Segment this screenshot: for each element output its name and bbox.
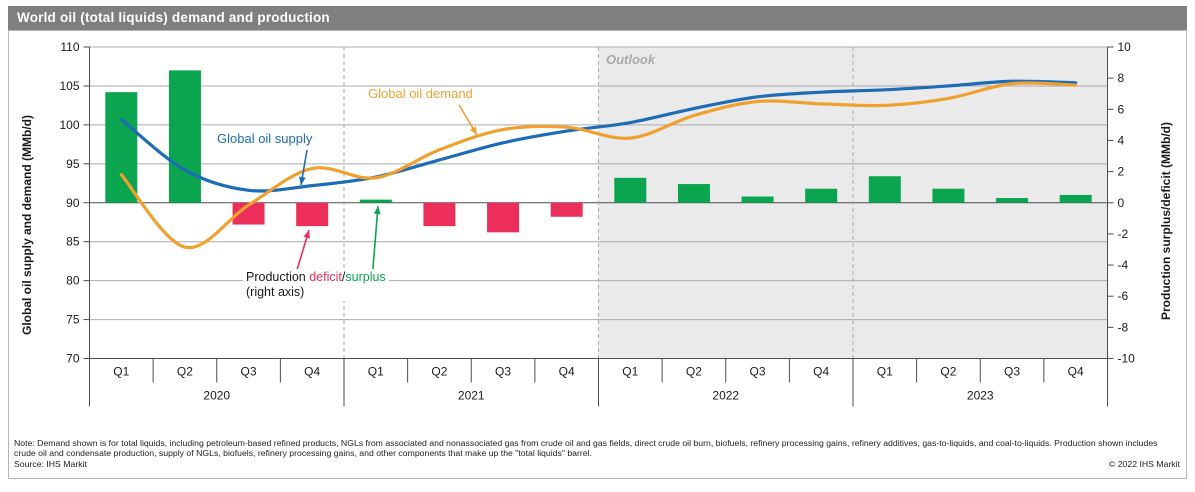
right-tick-label: -4 (1118, 258, 1129, 272)
quarter-label: Q2 (431, 365, 447, 379)
quarter-label: Q3 (1004, 365, 1020, 379)
deficit-word: deficit (309, 270, 342, 284)
surplus-bar (168, 70, 201, 203)
left-tick-label: 110 (60, 40, 79, 54)
year-label: 2020 (203, 389, 230, 403)
surplus-arrow-head (373, 206, 381, 215)
chart-title-bar: World oil (total liquids) demand and pro… (8, 6, 1187, 30)
source-line: Source: IHS Markit (14, 459, 87, 469)
supply-line-label: Global oil supply (217, 131, 313, 146)
right-tick-label: 8 (1118, 71, 1125, 85)
surplus-deficit-legend-line1: Production deficit/surplus (246, 270, 386, 285)
deficit-bar (423, 202, 456, 227)
right-tick-label: 6 (1118, 102, 1125, 116)
right-tick-label: 4 (1118, 133, 1125, 147)
year-label: 2021 (458, 389, 485, 403)
quarter-label: Q2 (940, 365, 956, 379)
demand-line (119, 81, 1078, 250)
quarter-label: Q3 (750, 365, 766, 379)
left-tick-label: 100 (59, 118, 79, 132)
left-tick-label: 105 (59, 79, 79, 93)
quarter-label: Q4 (559, 365, 575, 379)
deficit-bar (296, 202, 329, 227)
left-tick-label: 80 (66, 274, 80, 288)
chart-title: World oil (total liquids) demand and pro… (17, 10, 330, 25)
demand-line-label: Global oil demand (368, 86, 473, 101)
left-tick-label: 90 (66, 196, 80, 210)
right-tick-label: -8 (1118, 320, 1129, 334)
left-tick-label: 85 (66, 235, 80, 249)
surplus-bar (741, 196, 774, 203)
left-tick-label: 70 (66, 352, 80, 366)
surplus-bar (359, 199, 392, 203)
right-tick-label: 0 (1118, 196, 1125, 210)
demand-arrow-head (469, 126, 477, 135)
quarter-label: Q4 (304, 365, 320, 379)
surplus-bar (805, 188, 838, 203)
quarter-label: Q1 (877, 365, 893, 379)
quarter-label: Q2 (686, 365, 702, 379)
deficit-bar (487, 202, 520, 233)
left-tick-label: 75 (66, 313, 80, 327)
surplus-bar (1059, 194, 1092, 203)
quarter-label: Q3 (241, 365, 257, 379)
surplus-bar (614, 177, 647, 203)
quarter-label: Q2 (177, 365, 193, 379)
quarter-label: Q4 (813, 365, 829, 379)
right-tick-label: -2 (1118, 227, 1129, 241)
right-tick-label: -6 (1118, 289, 1129, 303)
quarter-label: Q4 (1068, 365, 1084, 379)
right-axis-note: (right axis) (246, 285, 305, 299)
slash: / (341, 270, 346, 284)
supply-arrow-head (299, 176, 306, 185)
right-tick-label: 10 (1118, 40, 1132, 54)
production-word: Production (246, 270, 310, 284)
right-tick-label: 2 (1118, 165, 1125, 179)
right-axis-title: Production surplus/deficit (MMb/d) (1159, 122, 1173, 320)
left-axis-title: Global oil supply and demand (MMb/d) (20, 115, 34, 335)
surplus-deficit-legend: Production deficit/surplus (right axis) (243, 269, 389, 301)
left-tick-label: 95 (66, 157, 80, 171)
surplus-bar (996, 198, 1029, 203)
quarter-label: Q1 (368, 365, 384, 379)
surplus-word: surplus (345, 270, 386, 284)
quarter-label: Q1 (622, 365, 638, 379)
surplus-bar (105, 92, 138, 203)
surplus-bar (932, 188, 965, 203)
quarter-label: Q3 (495, 365, 511, 379)
deficit-bar (232, 202, 265, 225)
surplus-bar (677, 184, 710, 203)
year-label: 2023 (967, 389, 994, 403)
footnote: Note: Demand shown is for total liquids,… (14, 438, 1158, 458)
outlook-label: Outlook (606, 52, 656, 67)
deficit-bar (550, 202, 583, 217)
year-label: 2022 (712, 389, 739, 403)
deficit-arrow-head (303, 230, 310, 239)
right-tick-label: -10 (1118, 352, 1136, 366)
quarter-label: Q1 (113, 365, 129, 379)
copyright: © 2022 IHS Markit (1108, 459, 1180, 469)
surplus-bar (868, 176, 901, 203)
